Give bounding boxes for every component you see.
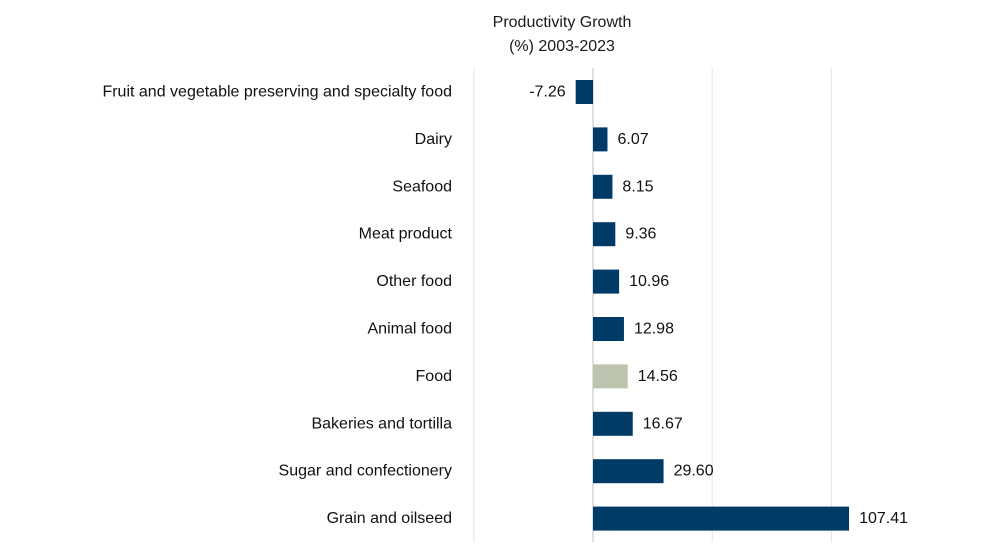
value-label: 10.96 — [629, 273, 669, 290]
value-label: 29.60 — [674, 463, 714, 480]
category-label: Bakeries and tortilla — [311, 415, 452, 432]
bar — [593, 127, 608, 152]
category-label: Seafood — [392, 178, 452, 195]
bar — [593, 174, 613, 199]
value-label: 12.98 — [634, 321, 674, 338]
value-label: 9.36 — [625, 226, 656, 243]
value-label: -7.26 — [529, 84, 566, 101]
category-label: Fruit and vegetable preserving and speci… — [102, 84, 452, 101]
chart-title-line-2: (%) 2003-2023 — [509, 38, 615, 55]
value-label: 107.41 — [859, 510, 908, 527]
bar — [593, 459, 664, 484]
category-label: Dairy — [415, 131, 452, 148]
category-label: Animal food — [368, 321, 453, 338]
value-label: 8.15 — [622, 178, 653, 195]
bar — [593, 506, 850, 531]
value-label: 16.67 — [643, 415, 683, 432]
category-label: Food — [416, 368, 452, 385]
category-label: Grain and oilseed — [327, 510, 452, 527]
bar — [593, 411, 633, 436]
bar — [593, 222, 616, 247]
bar — [593, 364, 628, 389]
labels: Fruit and vegetable preserving and speci… — [102, 84, 908, 528]
bars — [575, 80, 850, 531]
category-label: Other food — [376, 273, 452, 290]
chart-title-line-1: Productivity Growth — [493, 14, 632, 31]
bar — [575, 80, 593, 104]
bar — [593, 269, 620, 294]
category-label: Sugar and confectionery — [279, 463, 452, 480]
category-label: Meat product — [359, 226, 453, 243]
value-label: 6.07 — [617, 131, 648, 148]
value-label: 14.56 — [638, 368, 678, 385]
bar — [593, 317, 624, 341]
